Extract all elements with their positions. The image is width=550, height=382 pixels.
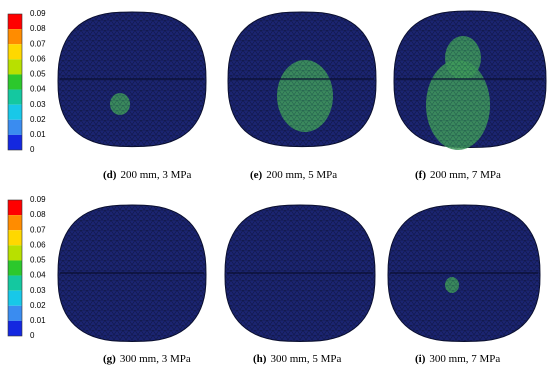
damage-zone [445,277,459,293]
colorbar-segment [8,44,22,60]
colorbar-segment [8,260,22,276]
colorbar-segment [8,320,22,336]
colorbar-tick-label: 0 [30,145,35,154]
panel-caption: (i) 300 mm, 7 MPa [415,353,500,365]
panel-caption: (g) 300 mm, 3 MPa [103,353,191,365]
panel-letter: (i) [415,353,426,365]
damage-zone [426,60,490,150]
colorbar-segment [8,134,22,150]
colorbar-tick-label: 0.09 [30,9,46,18]
colorbar-tick-label: 0.05 [30,256,46,265]
panel-letter: (f) [415,169,426,181]
colorbar-frame [7,199,23,337]
colorbar-tick-label: 0.07 [30,39,46,48]
colorbar-segment [8,74,22,90]
damage-zone [277,60,333,132]
colorbar-segment [8,200,22,216]
colorbar-tick-label: 0.06 [30,240,46,249]
colorbar-tick-label: 0.04 [30,271,46,280]
damage-zone [110,93,130,115]
panel-caption: (d) 200 mm, 3 MPa [103,169,191,181]
colorbar-tick-label: 0.03 [30,286,46,295]
colorbar-tick-label: 0.09 [30,195,46,204]
panel-letter: (d) [103,169,117,181]
colorbar-segment [8,89,22,105]
colorbar-tick-label: 0.07 [30,225,46,234]
colorbar-tick-label: 0.08 [30,24,46,33]
colorbar-segment [8,119,22,135]
colorbar-tick-label: 0.01 [30,130,46,139]
panel-text: 300 mm, 5 MPa [270,353,341,365]
colorbar-tick-label: 0 [30,331,35,340]
colorbar-segment [8,14,22,30]
colorbar-tick-label: 0.04 [30,85,46,94]
colorbar-segment [8,305,22,321]
panel-text: 300 mm, 7 MPa [429,353,500,365]
colorbar-tick-label: 0.05 [30,70,46,79]
panel-caption: (f) 200 mm, 7 MPa [415,169,501,181]
panel-letter: (e) [250,169,263,181]
colorbar-segment [8,245,22,261]
panel-text: 200 mm, 7 MPa [430,169,501,181]
panel-text: 300 mm, 3 MPa [120,353,191,365]
panel-letter: (h) [253,353,267,365]
colorbar-segment [8,290,22,306]
colorbar-tick-label: 0.01 [30,316,46,325]
panel-text: 200 mm, 5 MPa [266,169,337,181]
colorbar-frame [7,13,23,151]
colorbar-tick-label: 0.02 [30,115,46,124]
colorbar-segment [8,59,22,75]
panel-letter: (g) [103,353,116,365]
panel-caption: (e) 200 mm, 5 MPa [250,169,337,181]
panel-text: 200 mm, 3 MPa [120,169,191,181]
colorbar-segment [8,29,22,45]
colorbar-segment [8,230,22,246]
colorbar-tick-label: 0.02 [30,301,46,310]
panel-caption: (h) 300 mm, 5 MPa [253,353,341,365]
panels: (d) 200 mm, 3 MPa (e) 200 mm, 5 MPa (f) 200 m… [57,10,547,365]
colorbar-tick-label: 0.06 [30,54,46,63]
damage-zone [445,36,481,80]
colorbar-segment [8,275,22,291]
colorbar-segment [8,215,22,231]
colorbar-segment [8,104,22,120]
colorbar-tick-label: 0.08 [30,210,46,219]
colorbar-tick-label: 0.03 [30,100,46,109]
